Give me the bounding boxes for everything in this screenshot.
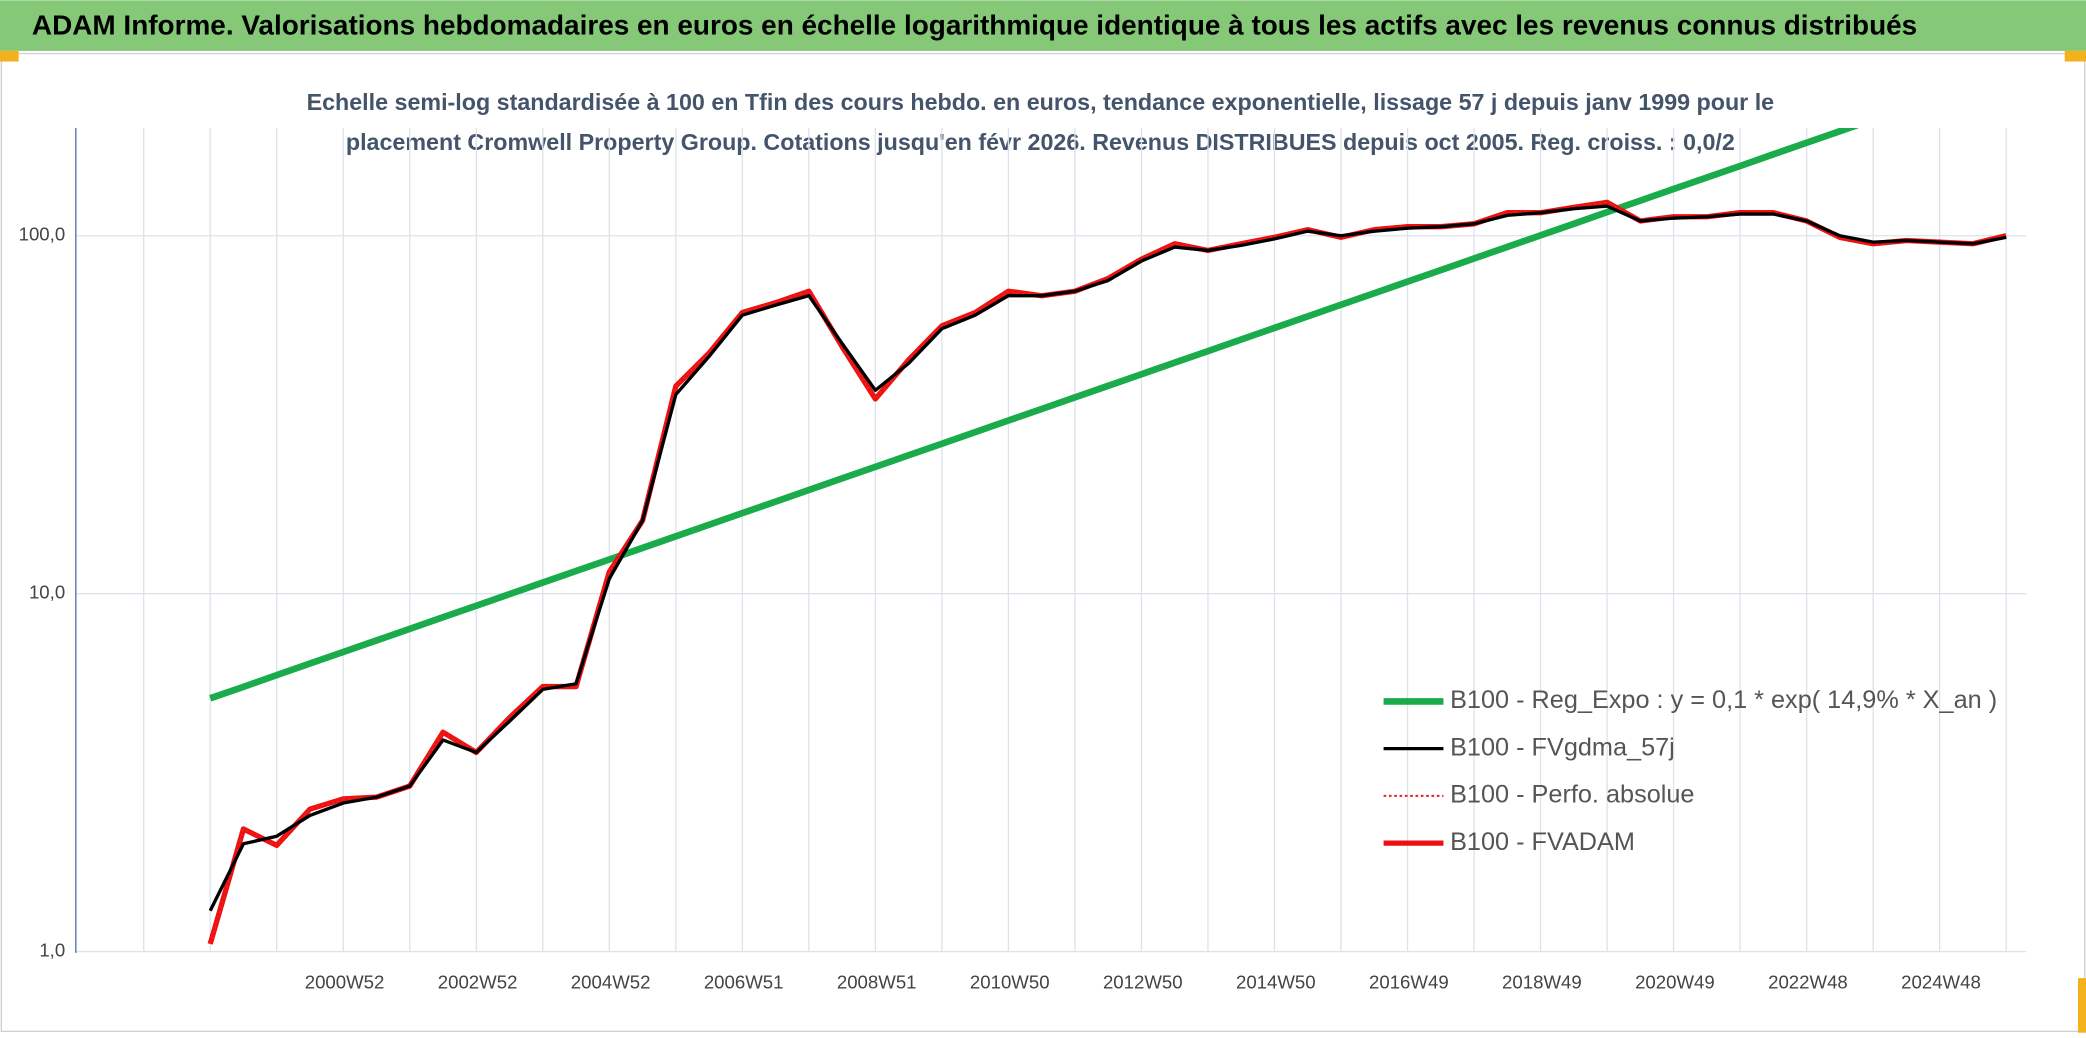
y-tick-label: 10,0	[29, 582, 65, 603]
legend-label: B100 - FVADAM	[1450, 828, 1635, 856]
chart-title: ADAM Informe. Valorisations hebdomadaire…	[32, 9, 1917, 40]
corner	[2078, 978, 2086, 1033]
grid: 1,0 10,0 100,0 2000W52 2002W52 2004W52 2006W51…	[19, 128, 2027, 992]
series-line	[208, 204, 2007, 912]
x-tick-label: 2014W50	[1236, 971, 1316, 992]
x-tick-label: 2008W51	[837, 971, 917, 992]
frame	[0, 52, 2086, 1033]
y-tick-label: 1,0	[39, 939, 65, 960]
x-tick-label: 2024W48	[1901, 971, 1981, 992]
x-tick-label: 2022W48	[1768, 971, 1848, 992]
x-tick-label: 2002W52	[438, 971, 518, 992]
header-bar	[0, 0, 2086, 51]
legend-label: B100 - Reg_Expo : y = 0,1 * exp( 14,9% *…	[1450, 686, 1997, 714]
x-tick-label: 2020W49	[1635, 971, 1715, 992]
series-line	[209, 128, 1860, 702]
corner	[2064, 50, 2086, 62]
x-tick-label: 2012W50	[1103, 971, 1183, 992]
x-tick-label: 2016W49	[1369, 971, 1449, 992]
legend: B100 - Reg_Expo : y = 0,1 * exp( 14,9% *…	[1383, 686, 1997, 856]
legend-label: B100 - Perfo. absolue	[1450, 781, 1694, 809]
y-tick-label: 100,0	[19, 224, 66, 245]
x-tick-label: 2004W52	[571, 971, 651, 992]
subtitle: Echelle semi-log standardisée à 100 en T…	[307, 89, 1775, 115]
subtitle: placement Cromwell Property Group. Cotat…	[346, 129, 1735, 155]
x-tick-label: 2006W51	[704, 971, 784, 992]
x-tick-label: 2010W50	[970, 971, 1050, 992]
x-tick-label: 2018W49	[1502, 971, 1582, 992]
x-tick-label: 2000W52	[305, 971, 385, 992]
legend-label: B100 - FVgdma_57j	[1450, 733, 1675, 761]
corner	[0, 50, 19, 62]
plot	[207, 128, 2007, 945]
